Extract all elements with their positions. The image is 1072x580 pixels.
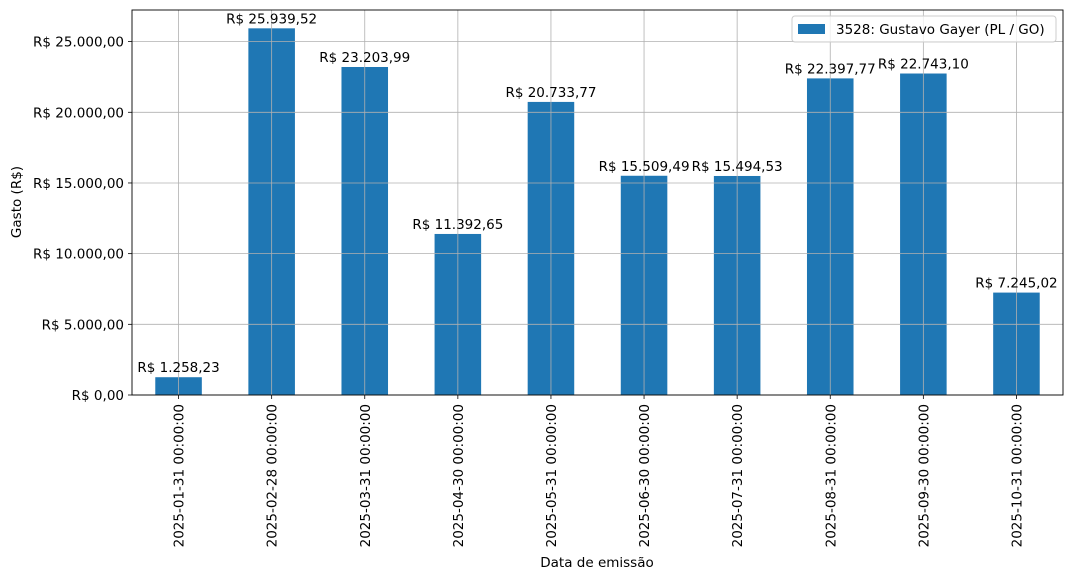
y-axis-label: Gasto (R$) (9, 166, 25, 238)
data-label: R$ 22.743,10 (878, 57, 969, 73)
y-tick-label: R$ 10.000,00 (33, 247, 124, 263)
y-tick-label: R$ 25.000,00 (33, 35, 124, 51)
x-tick-label: 2025-02-28 00:00:00 (265, 404, 281, 547)
x-tick-label: 2025-06-30 00:00:00 (637, 404, 653, 547)
data-label: R$ 11.392,65 (412, 217, 503, 233)
legend-swatch (798, 24, 825, 34)
data-label: R$ 22.397,77 (785, 61, 876, 77)
x-tick-label: 2025-10-31 00:00:00 (1009, 404, 1025, 547)
data-label: R$ 7.245,02 (975, 276, 1057, 292)
legend: 3528: Gustavo Gayer (PL / GO) (791, 15, 1057, 43)
x-tick-label: 2025-04-30 00:00:00 (451, 404, 467, 547)
data-label: R$ 15.509,49 (599, 159, 690, 175)
legend-box (791, 15, 1057, 43)
x-tick-label: 2025-01-31 00:00:00 (172, 404, 188, 547)
x-tick-label: 2025-08-31 00:00:00 (823, 404, 839, 547)
x-tick-label: 2025-09-30 00:00:00 (916, 404, 932, 547)
data-label: R$ 20.733,77 (505, 85, 596, 101)
y-tick-label: R$ 15.000,00 (33, 176, 124, 192)
data-label: R$ 15.494,53 (692, 159, 783, 175)
x-axis-label: Data de emissão (540, 555, 654, 571)
x-tick-label: 2025-05-31 00:00:00 (544, 404, 560, 547)
data-label: R$ 1.258,23 (137, 360, 219, 376)
x-tick-label: 2025-03-31 00:00:00 (358, 404, 374, 547)
y-tick-label: R$ 0,00 (72, 388, 124, 404)
y-tick-label: R$ 20.000,00 (33, 105, 124, 121)
plot-frame (131, 9, 1064, 396)
legend-label: 3528: Gustavo Gayer (PL / GO) (836, 22, 1045, 38)
y-tick-label: R$ 5.000,00 (42, 317, 124, 333)
data-label: R$ 23.203,99 (319, 50, 410, 66)
x-tick-label: 2025-07-31 00:00:00 (730, 404, 746, 547)
data-label: R$ 25.939,52 (226, 11, 317, 27)
